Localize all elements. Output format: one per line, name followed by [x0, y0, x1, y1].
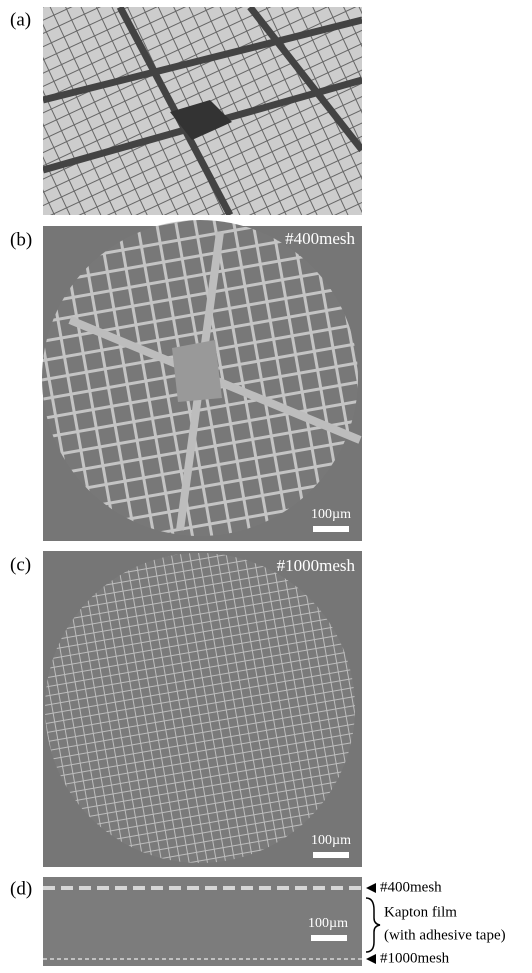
page: (a) #400mesh 100µm (b) #1000mesh 100µm (… [0, 0, 532, 968]
mesh-1000 [45, 553, 355, 863]
bracket [366, 898, 380, 952]
annotation: #1000mesh [277, 556, 356, 575]
scale-bar [313, 526, 349, 532]
scale-bar [311, 935, 347, 941]
panel-label: (a) [10, 9, 31, 30]
panel-c: #1000mesh 100µm (c) [10, 551, 362, 867]
panel-label: (d) [10, 878, 32, 899]
side-label: #1000mesh [380, 950, 450, 966]
panel-d: 100µm (d) #400mesh Kapton film (with adh… [10, 877, 506, 966]
annotation: #400mesh [285, 229, 355, 248]
side-label: #400mesh [380, 879, 442, 895]
arrow-marker [366, 883, 376, 893]
arrow-marker [366, 954, 376, 964]
photo-detail [43, 7, 362, 215]
scale-bar-label: 100µm [311, 507, 351, 522]
scale-bar-label: 100µm [311, 833, 351, 848]
side-label: (with adhesive tape) [384, 927, 506, 943]
panel-a: (a) [10, 7, 362, 215]
scale-bar-label: 100µm [308, 916, 348, 931]
figure: (a) #400mesh 100µm (b) #1000mesh 100µm (… [0, 0, 532, 968]
side-label: Kapton film [384, 904, 457, 920]
panel-label: (c) [10, 554, 31, 575]
panel-label: (b) [10, 229, 32, 250]
scale-bar [313, 852, 349, 858]
panel-b: #400mesh 100µm (b) [10, 220, 362, 541]
